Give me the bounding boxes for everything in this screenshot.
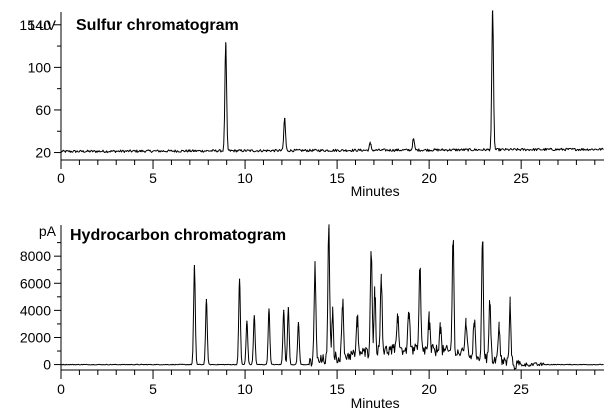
hydrocarbon-chromatogram-panel: 0 5 10 15 20 25 0 2000 4000 6000 8000 Minutes pA Hydr… xyxy=(20,223,604,411)
x-tick-label: 15 xyxy=(329,170,345,186)
chart-title: Sulfur chromatogram xyxy=(76,17,239,34)
peak-apex-point xyxy=(509,302,511,305)
peak-apex-point xyxy=(408,317,410,320)
peak-apex-point xyxy=(428,328,430,330)
y-unit-label: pA xyxy=(39,223,57,239)
x-tick-label: 0 xyxy=(57,381,65,397)
y-tick-label: 140 xyxy=(28,17,52,33)
peak-apex-point xyxy=(284,117,286,120)
peak-apex-point xyxy=(374,298,376,301)
peak-apex-point xyxy=(489,305,491,307)
x-tick-label: 25 xyxy=(513,170,529,186)
peak-apex-point xyxy=(225,42,227,44)
peak-apex-point xyxy=(412,139,415,141)
peak-apex-point xyxy=(369,143,371,145)
peak-apex-point xyxy=(342,307,344,309)
chromatogram-trace xyxy=(60,10,604,154)
peak-apex-point xyxy=(328,228,330,230)
peak-apex-point xyxy=(452,244,454,246)
peak-apex-point xyxy=(380,281,382,283)
y-tick-label: 2000 xyxy=(20,329,51,345)
peak-apex-point xyxy=(465,324,467,326)
x-axis-label: Minutes xyxy=(351,395,400,411)
peak-apex-point xyxy=(419,278,421,280)
peak-apex-point xyxy=(473,326,475,328)
x-tick-label: 5 xyxy=(149,170,157,186)
x-tick-label: 0 xyxy=(57,170,65,186)
peak-apex-point xyxy=(268,308,270,310)
peak-apex-point xyxy=(481,242,484,244)
peak-apex-point xyxy=(297,321,300,324)
peak-apex-point xyxy=(205,298,208,301)
peak-apex-point xyxy=(356,326,358,328)
y-tick-label: 6000 xyxy=(20,275,51,291)
x-tick-label: 25 xyxy=(513,381,529,397)
y-tick-label: 0 xyxy=(43,357,51,373)
y-tick-label: 4000 xyxy=(20,302,51,318)
y-tick-label: 20 xyxy=(35,145,51,161)
sulfur-chromatogram-panel: 0 5 10 15 20 25 20 60 100 140 Minutes 15 uV Sulfur c… xyxy=(19,10,604,199)
peak-apex-point xyxy=(253,315,255,317)
peak-apex-point xyxy=(283,309,285,311)
peak-apex-point xyxy=(287,307,289,309)
peak-apex-point xyxy=(314,262,316,264)
peak-apex-point xyxy=(246,320,248,322)
y-tick-label: 60 xyxy=(35,102,51,118)
x-tick-label: 20 xyxy=(421,381,437,397)
peak-apex-point xyxy=(498,328,500,330)
y-unit-label: 15 uV xyxy=(19,17,56,33)
x-tick-label: 20 xyxy=(421,170,437,186)
peak-apex-point xyxy=(492,10,494,12)
chart-title: Hydrocarbon chromatogram xyxy=(70,227,286,244)
peak-apex-point xyxy=(370,255,372,257)
peak-apex-point xyxy=(397,321,399,324)
peak-apex-point xyxy=(331,316,334,318)
y-tick-label: 100 xyxy=(28,59,52,75)
x-tick-label: 15 xyxy=(329,381,345,397)
x-tick-label: 10 xyxy=(237,381,253,397)
peak-apex-point xyxy=(238,278,241,280)
x-axis-label: Minutes xyxy=(351,183,400,199)
peak-apex-point xyxy=(439,332,441,335)
chromatogram-trace xyxy=(60,224,604,371)
x-tick-label: 5 xyxy=(149,381,157,397)
peak-apex-point xyxy=(193,265,196,267)
x-tick-label: 10 xyxy=(237,170,253,186)
y-tick-label: 8000 xyxy=(20,248,51,264)
